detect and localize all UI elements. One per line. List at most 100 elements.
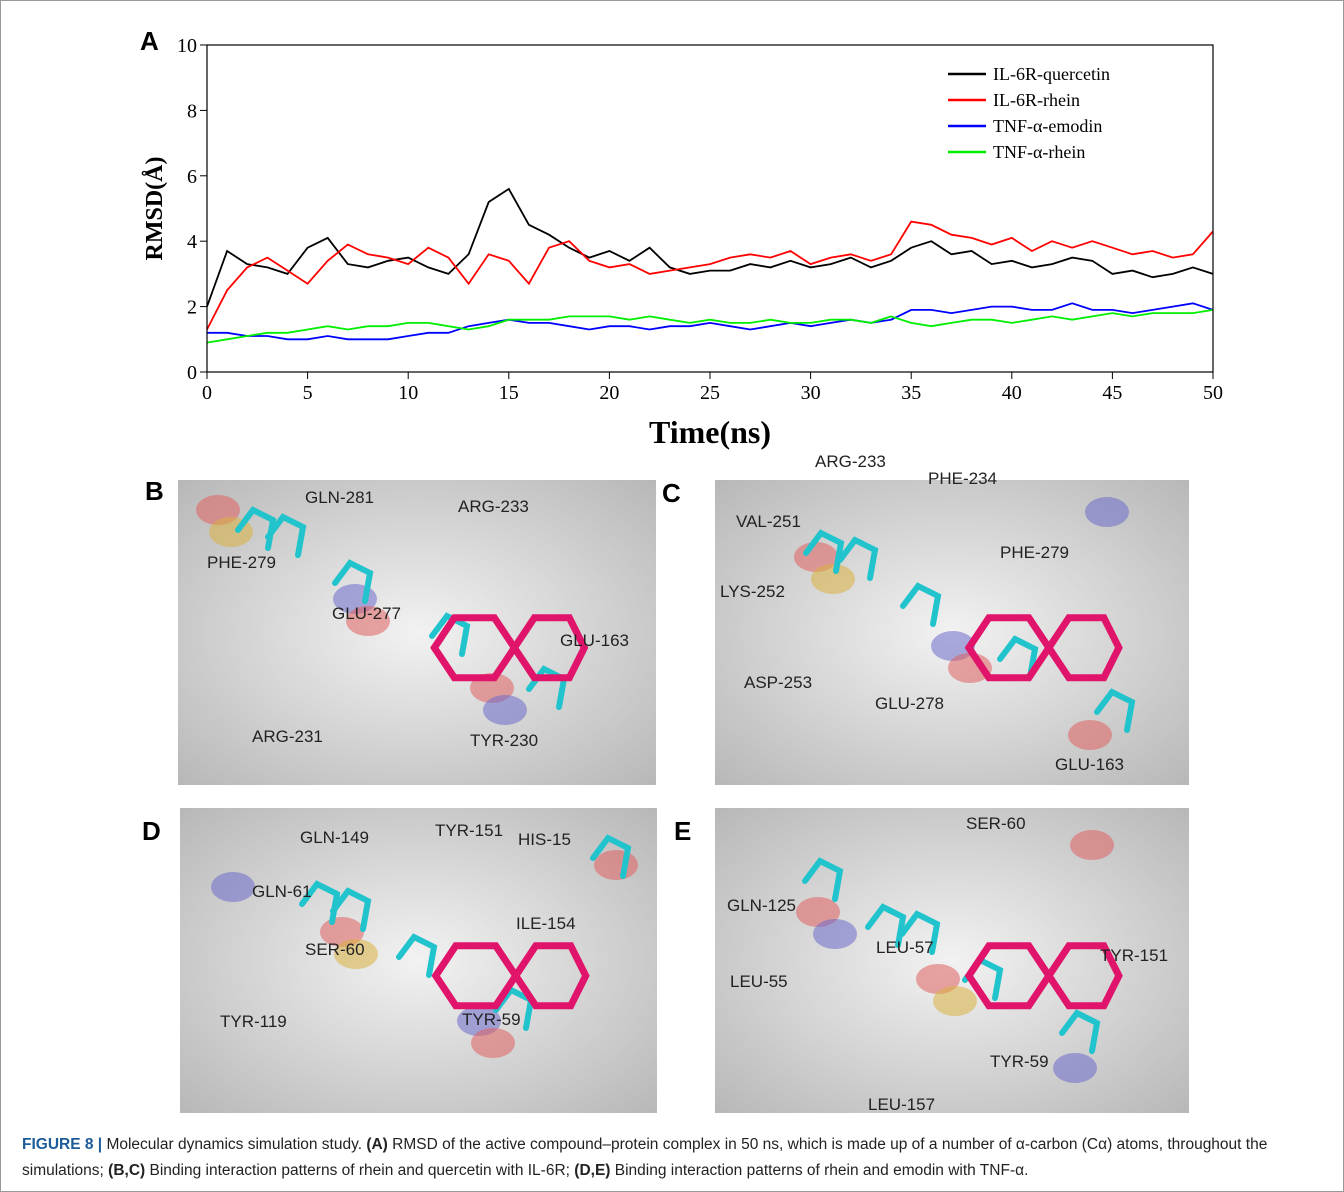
residue-label: GLU-163 (560, 631, 629, 650)
residue-label: GLN-125 (727, 896, 796, 915)
y-tick-label: 8 (187, 100, 197, 122)
residue-label: SER-60 (305, 940, 365, 959)
residue-label: LEU-57 (876, 938, 934, 957)
surface-atom (1085, 497, 1129, 527)
surface-atom (1068, 720, 1112, 750)
residue-stick (590, 834, 632, 879)
residue-stick (997, 635, 1039, 680)
surface-atom (931, 631, 975, 661)
residue-stick (837, 536, 879, 581)
y-axis-label: RMSD(Å) (142, 157, 168, 261)
residue-label: VAL-251 (736, 512, 801, 531)
plot-frame (206, 44, 1214, 373)
surface-atom (211, 872, 255, 902)
x-tick-label: 25 (700, 382, 720, 404)
caption-text: Binding interaction patterns of rhein an… (145, 1162, 575, 1179)
residue-label: TYR-59 (990, 1052, 1049, 1071)
structure-panel (715, 808, 1189, 1113)
residue-label: GLN-149 (300, 828, 369, 847)
caption-text: (D,E) (574, 1162, 611, 1179)
residue-label: LEU-55 (730, 972, 788, 991)
surface-atom (933, 986, 977, 1016)
residue-stick (802, 857, 844, 902)
surface (180, 808, 657, 1113)
caption-text: RMSD of the active compound–protein comp… (22, 1136, 1268, 1179)
legend-label: TNF-α-rhein (993, 142, 1085, 162)
residue-stick (265, 513, 307, 558)
residue-label: SER-60 (966, 814, 1026, 833)
caption-text: (B,C) (108, 1162, 146, 1179)
residue-label: LEU-157 (868, 1095, 935, 1114)
series-line (207, 302, 1214, 341)
legend-label: IL-6R-quercetin (993, 64, 1110, 84)
caption-text: Binding interaction patterns of rhein an… (610, 1162, 1029, 1179)
series-line (206, 187, 1214, 307)
surface-atom (471, 1028, 515, 1058)
structure-panel (180, 808, 657, 1113)
residue-label: GLU-163 (1055, 755, 1124, 774)
residue-stick (1094, 688, 1136, 733)
panel-label: D (142, 816, 161, 846)
residue-label: GLU-277 (332, 604, 401, 623)
y-tick-label: 4 (187, 231, 197, 253)
caption-text: FIGURE 8 | (22, 1136, 103, 1153)
panel-label: E (674, 816, 691, 846)
residue-label: PHE-279 (1000, 543, 1069, 562)
x-axis-label: Time(ns) (649, 414, 771, 450)
x-tick-label: 30 (801, 382, 821, 404)
y-tick-label: 6 (187, 166, 197, 188)
structure-panel (178, 480, 656, 785)
surface-atom (813, 919, 857, 949)
residue-stick (900, 582, 942, 627)
residue-label: GLU-278 (875, 694, 944, 713)
panel-label: B (145, 476, 164, 506)
caption-text: (A) (366, 1136, 388, 1153)
residue-stick (396, 933, 438, 978)
panel-label: C (662, 478, 681, 508)
residue-label: ARG-233 (458, 497, 529, 516)
ligand (1044, 942, 1123, 1010)
surface-atom (811, 564, 855, 594)
surface-atom (483, 695, 527, 725)
surface-atom (334, 939, 378, 969)
x-tick-label: 35 (901, 382, 921, 404)
structure-panel (715, 480, 1189, 785)
residue-stick (330, 887, 372, 932)
residue-label: TYR-59 (462, 1010, 521, 1029)
residue-label: PHE-279 (207, 553, 276, 572)
surface-atom (796, 897, 840, 927)
series-line (206, 220, 1214, 330)
x-tick-label: 20 (599, 382, 619, 404)
residue-label: ASP-253 (744, 673, 812, 692)
panel-label: A (140, 26, 159, 56)
residue-label: TYR-230 (470, 731, 538, 750)
series-line (206, 309, 1214, 344)
caption-text: Molecular dynamics simulation study. (102, 1136, 367, 1153)
residue-stick (1059, 1009, 1101, 1054)
x-tick-label: 50 (1203, 382, 1223, 404)
residue-label: ARG-231 (252, 727, 323, 746)
surface-atom (1053, 1053, 1097, 1083)
surface-atom (916, 964, 960, 994)
residue-label: GLN-61 (252, 882, 312, 901)
residue-label: ARG-233 (815, 452, 886, 471)
surface-atom (1070, 830, 1114, 860)
residue-label: HIS-15 (518, 830, 571, 849)
residue-label: TYR-151 (1100, 946, 1168, 965)
residue-label: TYR-119 (220, 1012, 287, 1031)
x-tick-label: 45 (1102, 382, 1122, 404)
y-tick-label: 10 (177, 35, 197, 57)
residue-label: TYR-151 (435, 821, 503, 840)
surface-atom (594, 850, 638, 880)
x-tick-label: 5 (303, 382, 313, 404)
y-tick-label: 2 (187, 297, 197, 319)
caption: FIGURE 8 | Molecular dynamics simulation… (22, 1132, 1322, 1184)
ligand (511, 942, 590, 1010)
residue-stick (899, 910, 941, 955)
residue-label: GLN-281 (305, 488, 374, 507)
x-tick-label: 0 (202, 382, 212, 404)
x-tick-label: 40 (1002, 382, 1022, 404)
residue-label: PHE-234 (928, 469, 997, 488)
